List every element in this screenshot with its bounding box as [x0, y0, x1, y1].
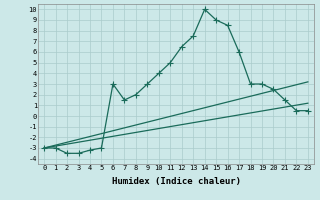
X-axis label: Humidex (Indice chaleur): Humidex (Indice chaleur)	[111, 177, 241, 186]
